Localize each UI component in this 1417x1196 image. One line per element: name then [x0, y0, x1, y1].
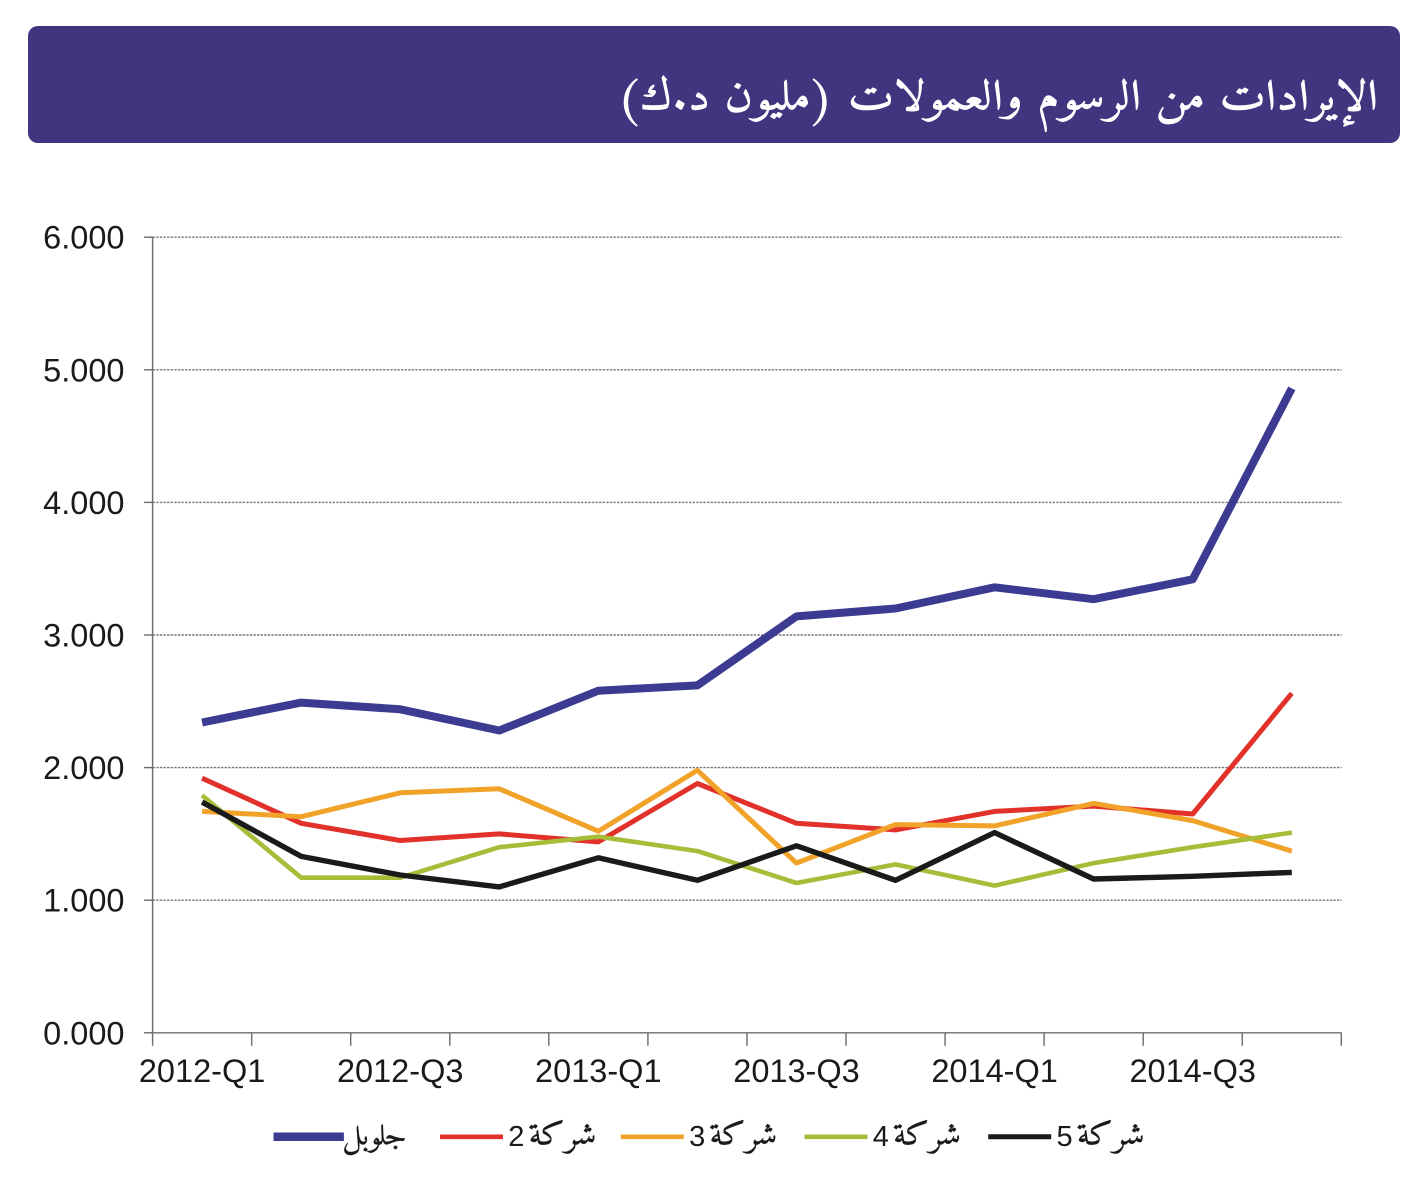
svg-text:6.000: 6.000	[43, 220, 124, 256]
svg-text:3: 3	[689, 1121, 705, 1153]
svg-text:5: 5	[1057, 1121, 1073, 1153]
svg-text:0.000: 0.000	[43, 1015, 124, 1051]
svg-text:2.000: 2.000	[43, 750, 124, 786]
svg-text:2013-Q1: 2013-Q1	[535, 1053, 661, 1089]
svg-text:3.000: 3.000	[43, 618, 124, 654]
svg-text:2: 2	[508, 1121, 524, 1153]
svg-text:2014-Q1: 2014-Q1	[931, 1053, 1057, 1089]
svg-text:5.000: 5.000	[43, 352, 124, 388]
svg-text:4: 4	[873, 1121, 889, 1153]
svg-text:2012-Q3: 2012-Q3	[337, 1053, 463, 1089]
svg-text:2014-Q3: 2014-Q3	[1129, 1053, 1255, 1089]
svg-text:2013-Q3: 2013-Q3	[733, 1053, 859, 1089]
svg-text:4.000: 4.000	[43, 485, 124, 521]
svg-text:1.000: 1.000	[43, 883, 124, 919]
svg-text:2012-Q1: 2012-Q1	[139, 1053, 265, 1089]
